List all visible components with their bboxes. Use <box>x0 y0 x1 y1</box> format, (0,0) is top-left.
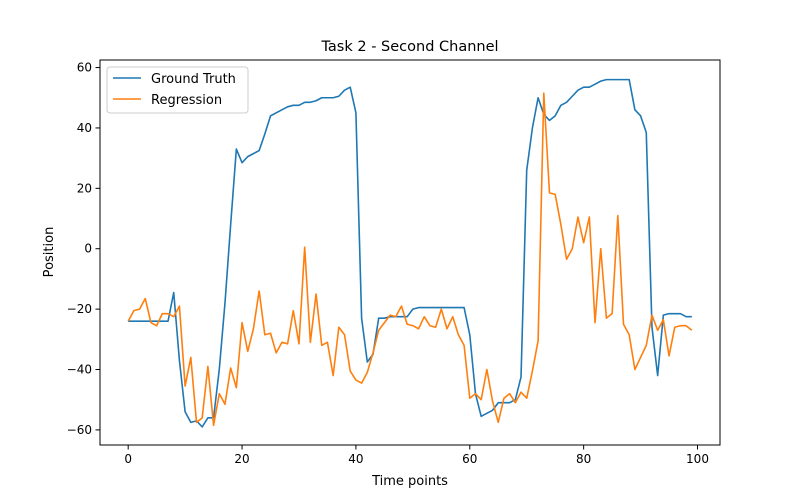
series-line-regression <box>127 92 693 427</box>
x-tick-label: 80 <box>576 452 591 466</box>
x-tick-label: 20 <box>234 452 249 466</box>
legend-label-ground-truth: Ground Truth <box>151 72 236 87</box>
plot-frame <box>99 59 721 446</box>
y-axis: −60 −40 −20 0 20 40 60 <box>67 61 100 437</box>
y-tick-label: 0 <box>84 242 92 256</box>
y-tick-label: 40 <box>77 121 92 135</box>
x-axis-label: Time points <box>371 474 448 489</box>
x-tick-label: 60 <box>462 452 477 466</box>
y-tick-label: −40 <box>67 363 92 377</box>
legend-label-regression: Regression <box>151 93 222 108</box>
y-tick-label: 20 <box>77 181 92 195</box>
x-tick-label: 100 <box>686 452 709 466</box>
plot-area <box>127 78 693 428</box>
x-tick-label: 40 <box>348 452 363 466</box>
legend-box <box>106 66 249 114</box>
x-axis: 0 20 40 60 80 100 <box>124 445 709 466</box>
legend: Ground Truth Regression <box>106 66 249 114</box>
y-tick-label: 60 <box>77 61 92 75</box>
y-axis-label: Position <box>42 227 57 278</box>
x-tick-label: 0 <box>124 452 132 466</box>
y-tick-label: −60 <box>67 423 92 437</box>
chart-title: Task 2 - Second Channel <box>320 39 498 55</box>
series-line-ground-truth <box>128 78 692 428</box>
y-tick-label: −20 <box>67 302 92 316</box>
